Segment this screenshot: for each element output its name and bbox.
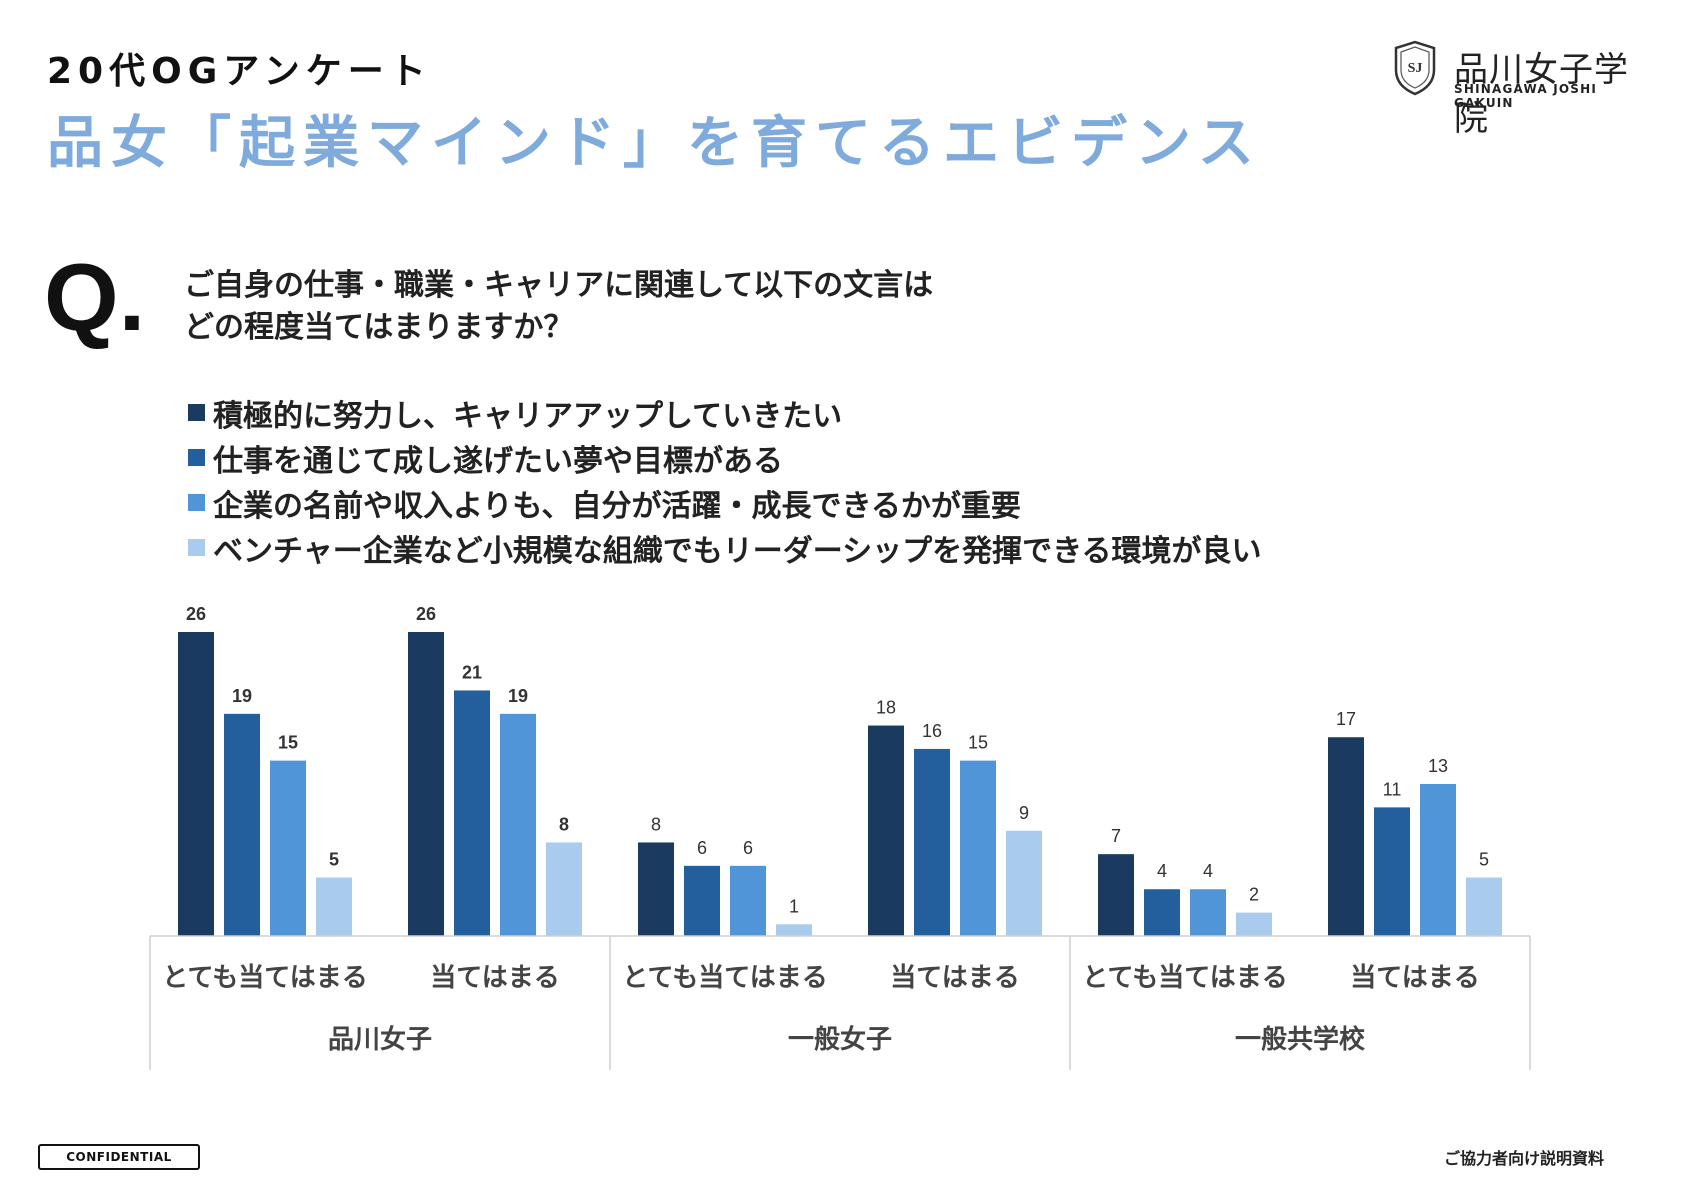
school-logo: SJ 品川女子学院 SHINAGAWA JOSHI GAKUIN bbox=[1392, 40, 1652, 139]
slide-title: 品女「起業マインド」を育てるエビデンス bbox=[47, 111, 1262, 176]
data-label: 2 bbox=[1249, 885, 1259, 905]
legend-label: 仕事を通じて成し遂げたい夢や目標がある bbox=[213, 443, 783, 479]
legend-item: 積極的に努力し、キャリアアップしていきたい bbox=[188, 390, 1262, 435]
bar bbox=[408, 632, 444, 936]
legend-item: 仕事を通じて成し遂げたい夢や目標がある bbox=[188, 435, 1262, 480]
chart-legend: 積極的に努力し、キャリアアップしていきたい 仕事を通じて成し遂げたい夢や目標がある… bbox=[188, 390, 1262, 570]
bar bbox=[914, 748, 950, 936]
confidential-badge: CONFIDENTIAL bbox=[38, 1144, 200, 1170]
category-label: 当てはまる bbox=[1350, 963, 1479, 993]
school-name-roman: SHINAGAWA JOSHI GAKUIN bbox=[1454, 82, 1598, 110]
question-line-2: どの程度当てはまりますか？ bbox=[184, 310, 574, 345]
legend-swatch bbox=[188, 494, 205, 511]
category-label: 当てはまる bbox=[890, 963, 1019, 993]
bar bbox=[1236, 912, 1272, 936]
slide-subtitle: 20代OGアンケート bbox=[47, 51, 432, 92]
question-line-1: ご自身の仕事・職業・キャリアに関連して以下の文言は bbox=[184, 268, 934, 303]
bar bbox=[270, 760, 306, 936]
bar bbox=[178, 632, 214, 936]
school-name: 品川女子学院 bbox=[1454, 50, 1629, 139]
category-label: 当てはまる bbox=[430, 963, 559, 993]
crest-icon: SJ bbox=[1394, 40, 1436, 96]
question-mark: Q. bbox=[44, 244, 146, 351]
category-label: とても当てはまる bbox=[1082, 963, 1287, 993]
bar bbox=[960, 760, 996, 936]
bar bbox=[546, 842, 582, 936]
bar bbox=[1374, 807, 1410, 936]
data-label: 4 bbox=[1157, 861, 1167, 881]
bar bbox=[316, 877, 352, 936]
group-label: 一般共学校 bbox=[1235, 1024, 1366, 1055]
bar bbox=[224, 713, 260, 936]
data-label: 26 bbox=[186, 604, 206, 624]
bar bbox=[730, 865, 766, 936]
data-label: 15 bbox=[968, 733, 988, 753]
legend-swatch bbox=[188, 449, 205, 466]
data-label: 11 bbox=[1383, 779, 1402, 799]
bar bbox=[1144, 889, 1180, 936]
bar bbox=[1190, 889, 1226, 936]
data-label: 9 bbox=[1019, 803, 1029, 823]
category-label: とても当てはまる bbox=[162, 963, 367, 993]
legend-item: ベンチャー企業など小規模な組織でもリーダーシップを発揮できる環境が良い bbox=[188, 525, 1262, 570]
data-label: 5 bbox=[329, 850, 339, 870]
data-label: 15 bbox=[278, 733, 298, 753]
legend-label: 企業の名前や収入よりも、自分が活躍・成長できるかが重要 bbox=[213, 488, 1021, 524]
bar bbox=[1098, 854, 1134, 936]
data-label: 19 bbox=[232, 686, 252, 706]
bar bbox=[638, 842, 674, 936]
data-label: 16 bbox=[922, 721, 942, 741]
bar bbox=[500, 713, 536, 936]
legend-item: 企業の名前や収入よりも、自分が活躍・成長できるかが重要 bbox=[188, 480, 1262, 525]
data-label: 8 bbox=[559, 814, 569, 834]
legend-label: 積極的に努力し、キャリアアップしていきたい bbox=[213, 398, 843, 434]
data-label: 6 bbox=[743, 838, 753, 858]
legend-swatch bbox=[188, 539, 205, 556]
data-label: 7 bbox=[1111, 826, 1121, 846]
bar bbox=[868, 725, 904, 936]
crest-text: SJ bbox=[1408, 61, 1423, 76]
legend-label: ベンチャー企業など小規模な組織でもリーダーシップを発揮できる環境が良い bbox=[213, 533, 1262, 569]
question-text: ご自身の仕事・職業・キャリアに関連して以下の文言は どの程度当てはまりますか？ bbox=[184, 265, 933, 349]
bar bbox=[1420, 784, 1456, 936]
group-label: 品川女子 bbox=[328, 1024, 432, 1055]
category-label: とても当てはまる bbox=[622, 963, 827, 993]
data-label: 5 bbox=[1479, 850, 1489, 870]
bar bbox=[1328, 737, 1364, 936]
data-label: 13 bbox=[1428, 756, 1448, 776]
data-label: 6 bbox=[697, 838, 707, 858]
data-label: 8 bbox=[651, 814, 661, 834]
data-label: 21 bbox=[462, 662, 482, 682]
legend-swatch bbox=[188, 404, 205, 421]
data-label: 17 bbox=[1336, 709, 1356, 729]
bar bbox=[684, 865, 720, 936]
bar bbox=[776, 924, 812, 936]
data-label: 19 bbox=[508, 686, 528, 706]
bar bbox=[1006, 830, 1042, 936]
bar bbox=[1466, 877, 1502, 936]
bar bbox=[454, 690, 490, 936]
data-label: 26 bbox=[416, 604, 436, 624]
data-label: 1 bbox=[789, 896, 799, 916]
group-label: 一般女子 bbox=[788, 1024, 892, 1055]
footer-note: ご協力者向け説明資料 bbox=[1444, 1149, 1605, 1168]
data-label: 4 bbox=[1203, 861, 1213, 881]
data-label: 18 bbox=[876, 698, 896, 718]
